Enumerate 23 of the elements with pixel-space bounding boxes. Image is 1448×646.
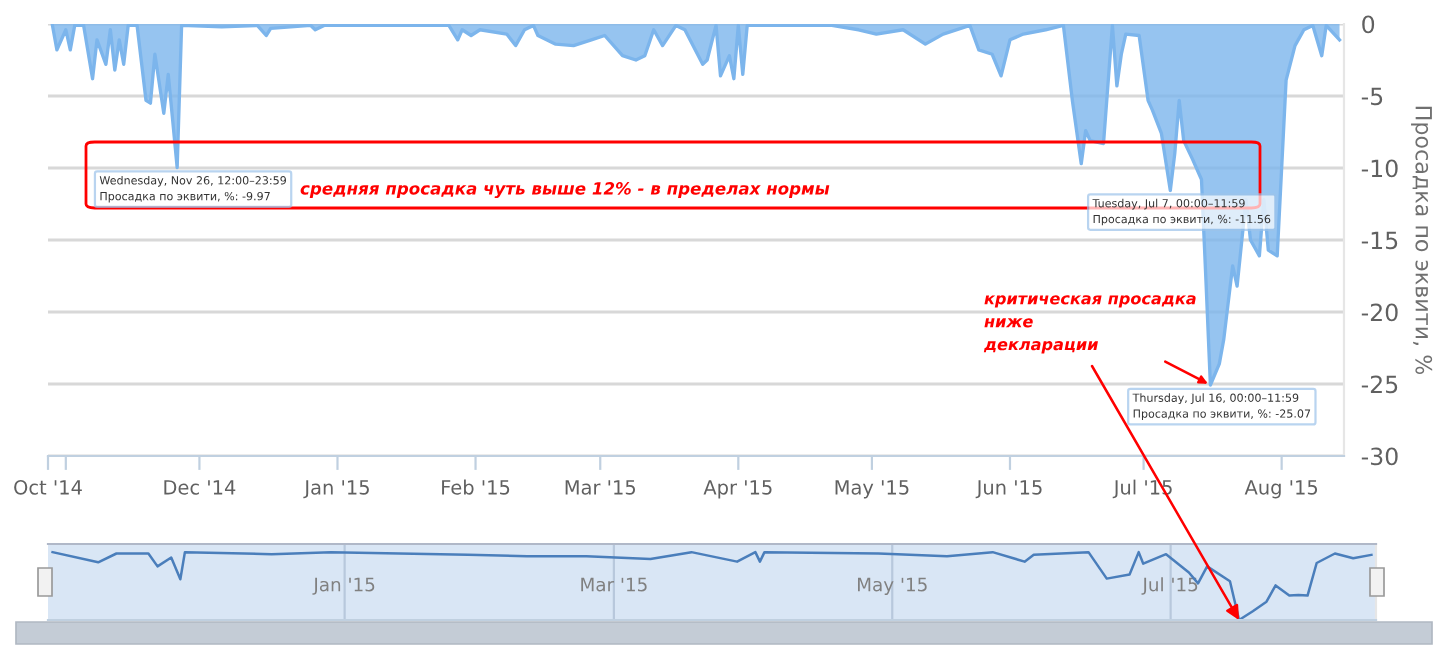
y-axis-title: Просадка по эквити, % [1411,106,1433,375]
x-tick-label: Jan '15 [312,577,375,595]
x-tick-label: Dec '14 [164,480,236,495]
x-tick-label: May '15 [858,577,927,595]
x-tick-label: Oct '14 [14,479,82,495]
x-tick-label: Apr '15 [703,480,772,499]
y-tick-label: -25 [1361,375,1398,394]
x-tick-label: Mar '15 [565,480,636,495]
y-tick-label: -20 [1361,303,1398,322]
annotation: критическая просадка ниже декларации [983,295,1196,354]
x-tick-label: Aug '15 [1244,480,1318,499]
y-tick-label: -30 [1361,447,1398,466]
y-tick-label: -5 [1361,87,1383,106]
y-tick-label: -15 [1361,231,1398,250]
y-tick-label: 0 [1362,15,1375,34]
x-tick-label: Mar '15 [581,577,647,592]
x-tick-label: Jan '15 [303,480,369,499]
x-tick-label: Feb '15 [442,479,510,495]
x-tick-label: Jun '15 [975,480,1042,499]
x-tick-label: Jul '15 [1141,577,1198,595]
y-tick-label: -10 [1361,159,1398,178]
annotation: средняя просадка чуть выше 12% - в пределах нормы [300,182,830,199]
x-tick-label: May '15 [835,480,909,499]
